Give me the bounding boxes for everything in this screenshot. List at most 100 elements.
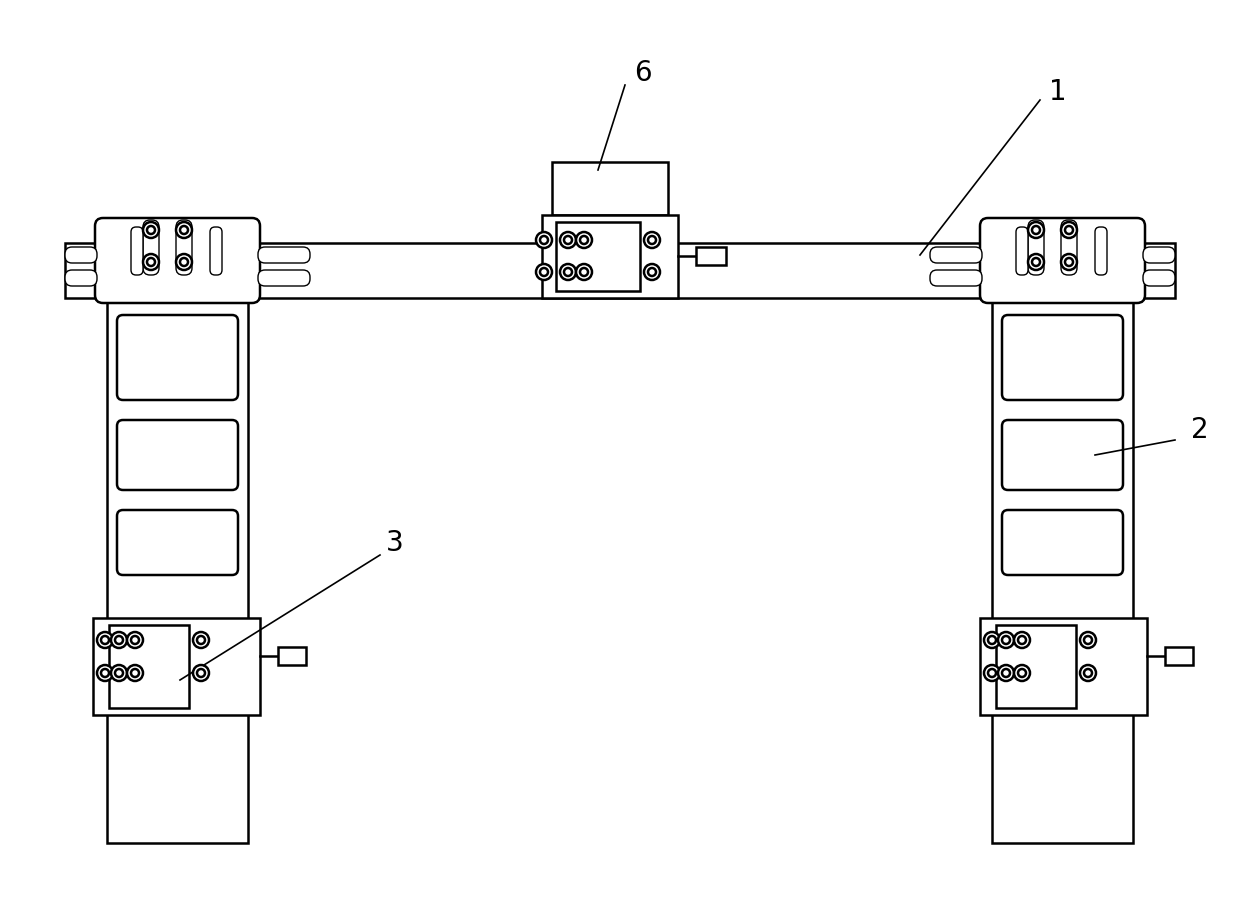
Circle shape [536,264,552,280]
Circle shape [1018,636,1025,644]
Circle shape [115,669,123,677]
Bar [109,625,188,708]
Text: 6: 6 [634,59,652,87]
Circle shape [1084,636,1092,644]
Bar [64,243,1176,298]
Circle shape [193,632,210,648]
FancyBboxPatch shape [64,247,97,263]
FancyBboxPatch shape [258,247,310,263]
Circle shape [1080,665,1096,681]
Circle shape [115,636,123,644]
Circle shape [988,636,996,644]
Bar [107,225,248,843]
Circle shape [536,232,552,248]
Circle shape [143,222,159,238]
Circle shape [97,665,113,681]
Circle shape [1028,222,1044,238]
FancyBboxPatch shape [1095,227,1107,275]
Circle shape [998,665,1014,681]
Bar [556,222,640,291]
Text: 2: 2 [1192,416,1209,444]
Text: 1: 1 [1049,78,1066,106]
FancyBboxPatch shape [1002,420,1123,490]
Circle shape [644,264,660,280]
FancyBboxPatch shape [930,270,982,286]
Circle shape [564,236,572,244]
Circle shape [988,669,996,677]
Circle shape [985,665,999,681]
Circle shape [560,264,577,280]
Circle shape [176,222,192,238]
FancyBboxPatch shape [176,220,192,275]
FancyBboxPatch shape [95,218,260,303]
Circle shape [1014,665,1030,681]
Circle shape [998,632,1014,648]
FancyBboxPatch shape [258,270,310,286]
Circle shape [580,268,588,276]
Circle shape [577,232,591,248]
Circle shape [112,632,126,648]
Bar [696,247,725,265]
Circle shape [1018,669,1025,677]
Circle shape [1014,632,1030,648]
Circle shape [180,258,188,266]
Bar [552,162,668,215]
Circle shape [1032,226,1040,234]
Bar [996,625,1076,708]
Circle shape [176,254,192,270]
Circle shape [131,669,139,677]
Circle shape [126,665,143,681]
FancyBboxPatch shape [131,227,143,275]
Circle shape [1084,669,1092,677]
Circle shape [985,632,999,648]
FancyBboxPatch shape [1028,220,1044,275]
FancyBboxPatch shape [1143,270,1176,286]
Circle shape [97,632,113,648]
Circle shape [131,636,139,644]
FancyBboxPatch shape [1061,220,1078,275]
Circle shape [197,636,205,644]
Circle shape [100,669,109,677]
FancyBboxPatch shape [210,227,222,275]
Bar [278,647,306,665]
Circle shape [126,632,143,648]
Circle shape [644,232,660,248]
Circle shape [180,226,188,234]
Circle shape [539,236,548,244]
Circle shape [580,236,588,244]
FancyBboxPatch shape [143,220,159,275]
Circle shape [1061,222,1078,238]
Circle shape [539,268,548,276]
Circle shape [1061,254,1078,270]
Bar [980,618,1147,715]
FancyBboxPatch shape [117,420,238,490]
Circle shape [1032,258,1040,266]
FancyBboxPatch shape [980,218,1145,303]
FancyBboxPatch shape [1143,247,1176,263]
Circle shape [649,268,656,276]
Circle shape [1065,226,1073,234]
Circle shape [1065,258,1073,266]
Circle shape [112,665,126,681]
Bar [542,215,678,298]
Circle shape [1002,636,1011,644]
Bar [992,225,1133,843]
Circle shape [148,226,155,234]
Circle shape [100,636,109,644]
FancyBboxPatch shape [64,270,97,286]
Circle shape [1080,632,1096,648]
FancyBboxPatch shape [930,247,982,263]
Circle shape [577,264,591,280]
Circle shape [148,258,155,266]
Text: 3: 3 [386,529,404,557]
Circle shape [1002,669,1011,677]
Circle shape [143,254,159,270]
Bar [1166,647,1193,665]
FancyBboxPatch shape [117,315,238,400]
FancyBboxPatch shape [1016,227,1028,275]
Circle shape [560,232,577,248]
Circle shape [649,236,656,244]
Bar [93,618,260,715]
FancyBboxPatch shape [117,510,238,575]
Circle shape [193,665,210,681]
